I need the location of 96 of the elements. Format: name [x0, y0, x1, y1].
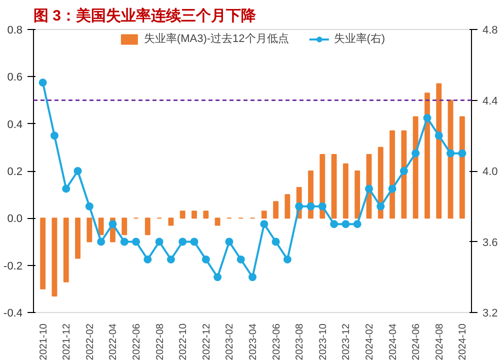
point: [423, 114, 432, 122]
bar: [354, 170, 360, 219]
y2-tick-label: 4.4: [482, 95, 498, 108]
x-tick-label: 2023-10: [318, 323, 329, 360]
point: [306, 202, 315, 210]
bar: [284, 194, 290, 219]
bar: [261, 210, 267, 219]
bar: [122, 218, 128, 236]
point: [388, 184, 396, 193]
bar: [63, 218, 69, 282]
point: [400, 167, 408, 175]
point: [202, 255, 210, 264]
point: [330, 220, 338, 228]
point: [342, 220, 350, 228]
bar: [180, 210, 186, 219]
point: [108, 220, 117, 228]
x-tick-label: 2022-10: [178, 323, 190, 360]
bar: [86, 218, 92, 242]
y2-tick-label: 4.8: [482, 24, 498, 36]
y-tick-label: 0.4: [7, 118, 23, 131]
x-tick-label: 2023-06: [271, 323, 282, 360]
x-tick-label: 2022-02: [84, 323, 96, 360]
x-tick-label: 2021-10: [38, 323, 50, 360]
legend-label: 失业率(右): [334, 32, 386, 46]
point: [248, 273, 256, 282]
y-tick-label: 0.6: [7, 72, 23, 84]
point: [178, 238, 187, 246]
x-tick-label: 2022-06: [132, 323, 143, 360]
point: [62, 184, 70, 193]
point: [364, 184, 373, 193]
chart-title: 图 3：美国失业率连续三个月下降: [34, 6, 258, 24]
bar: [424, 92, 430, 219]
point: [458, 149, 466, 158]
point: [434, 132, 443, 140]
point: [236, 255, 245, 264]
point: [97, 238, 106, 246]
point: [260, 220, 268, 228]
point: [376, 202, 385, 210]
bar: [459, 116, 465, 219]
x-tick-label: 2024-04: [388, 323, 399, 360]
y-tick-label: 0.0: [7, 213, 23, 226]
x-tick-label: 2023-04: [248, 323, 259, 360]
bar: [203, 210, 209, 219]
point: [283, 255, 292, 264]
point: [155, 238, 164, 246]
x-tick-label: 2024-02: [364, 323, 376, 360]
x-tick-label: 2022-12: [201, 323, 212, 360]
bar: [273, 201, 279, 219]
bar: [401, 130, 407, 219]
bar: [390, 130, 395, 219]
y2-tick-label: 3.6: [482, 236, 498, 249]
bar: [436, 83, 442, 219]
x-tick-label: 2022-04: [108, 323, 120, 360]
y-tick-label: -0.4: [4, 308, 23, 320]
x-tick-label: 2022-08: [154, 323, 166, 360]
x-tick-label: 2024-08: [434, 323, 446, 360]
point: [272, 238, 280, 246]
x-tick-label: 2023-02: [224, 323, 236, 360]
x-tick-label: 2021-12: [62, 323, 73, 360]
bar: [52, 218, 58, 296]
bar: [214, 218, 220, 226]
point: [412, 149, 420, 158]
legend-label: 失业率(MA3)-过去12个月低点: [144, 32, 289, 46]
bar: [342, 163, 348, 219]
x-tick-label: 2023-08: [294, 323, 306, 360]
x-tick-label: 2024-10: [458, 323, 469, 360]
point: [85, 202, 94, 210]
x-tick-label: 2024-06: [411, 323, 422, 360]
y-tick-label: 0.2: [7, 166, 23, 178]
y-tick-label: -0.2: [4, 260, 23, 272]
point: [353, 220, 362, 228]
point: [74, 167, 82, 175]
y-tick-label: 0.8: [7, 24, 23, 36]
point: [318, 202, 326, 210]
point: [225, 238, 234, 246]
bar: [192, 210, 197, 219]
point: [166, 255, 175, 264]
bar: [40, 218, 46, 290]
bar: [75, 218, 80, 259]
point: [190, 238, 198, 246]
bar: [144, 218, 150, 236]
bar: [331, 154, 337, 219]
point: [50, 132, 58, 140]
bar: [168, 218, 174, 226]
point: [446, 149, 455, 158]
y2-tick-label: 4.0: [482, 166, 498, 178]
point: [38, 78, 47, 87]
bar: [98, 218, 104, 236]
x-tick-label: 2023-12: [341, 323, 352, 360]
point: [120, 238, 128, 246]
point: [295, 202, 304, 210]
point: [214, 273, 222, 282]
point: [132, 238, 140, 246]
bar: [412, 116, 418, 219]
y2-tick-label: 3.2: [482, 308, 498, 320]
point: [144, 255, 152, 264]
